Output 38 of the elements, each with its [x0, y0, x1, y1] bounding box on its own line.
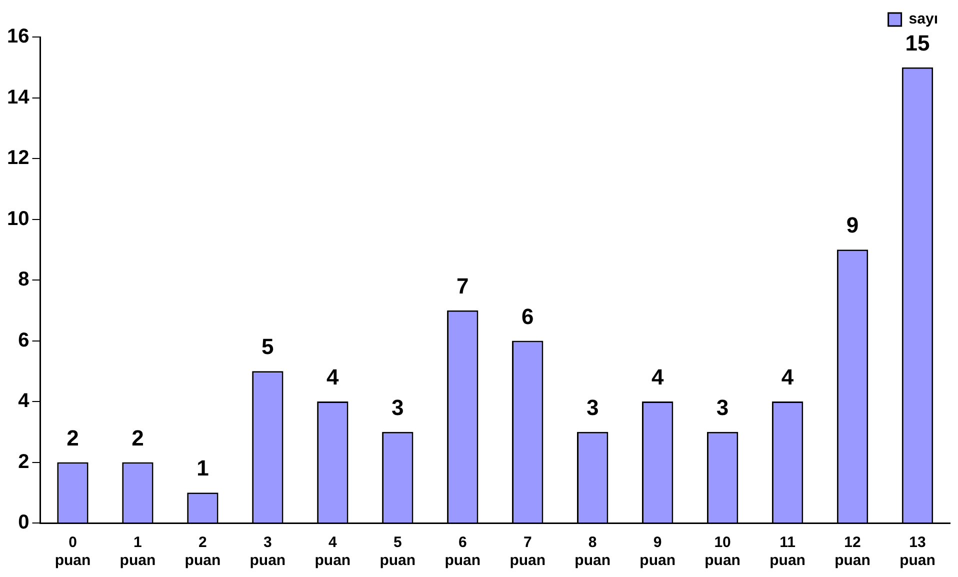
- y-tick-label: 16: [6, 26, 30, 48]
- y-tick-label: 10: [6, 208, 30, 230]
- data-label: 5: [262, 334, 274, 360]
- data-label: 2: [66, 425, 79, 450]
- x-tick-label: 9 puan: [640, 534, 676, 570]
- data-label: 7: [456, 273, 469, 298]
- y-tick-label: 2: [18, 450, 30, 473]
- x-tick-label: 2 puan: [184, 534, 221, 570]
- data-label: 9: [846, 212, 859, 238]
- legend-label: sayı: [908, 10, 938, 28]
- x-tick-label: 7 puan: [510, 534, 546, 570]
- y-tick-label: 14: [6, 86, 30, 108]
- data-label: 15: [905, 30, 930, 56]
- data-label: 4: [651, 364, 664, 390]
- x-tick-label: 12 puan: [834, 534, 870, 570]
- x-tick-label: 13 puan: [900, 534, 936, 570]
- x-tick-label: 5 puan: [380, 534, 416, 570]
- data-label: 1: [196, 456, 209, 481]
- y-tick-label: 4: [18, 390, 30, 412]
- data-label: 3: [716, 394, 729, 420]
- data-label: 6: [521, 304, 534, 329]
- x-tick-label: 10 puan: [704, 534, 740, 570]
- y-tick-label: 12: [6, 147, 30, 170]
- x-tick-label: 0 puan: [54, 534, 91, 570]
- y-tick-label: 8: [18, 268, 30, 291]
- x-tick-label: 6 puan: [444, 534, 481, 570]
- x-tick-label: 1 puan: [120, 534, 156, 570]
- data-label: 3: [392, 394, 404, 420]
- y-tick-label: 6: [18, 329, 30, 352]
- data-label: 4: [326, 364, 340, 390]
- x-tick-label: 4 puan: [314, 534, 351, 570]
- x-tick-label: 8 puan: [574, 534, 611, 570]
- y-tick-label: 0: [18, 512, 30, 534]
- data-label: 3: [586, 394, 599, 420]
- data-label: 2: [132, 425, 144, 450]
- x-tick-label: 3 puan: [250, 534, 286, 570]
- data-label: 4: [781, 364, 794, 390]
- x-tick-label: 11 puan: [770, 534, 806, 570]
